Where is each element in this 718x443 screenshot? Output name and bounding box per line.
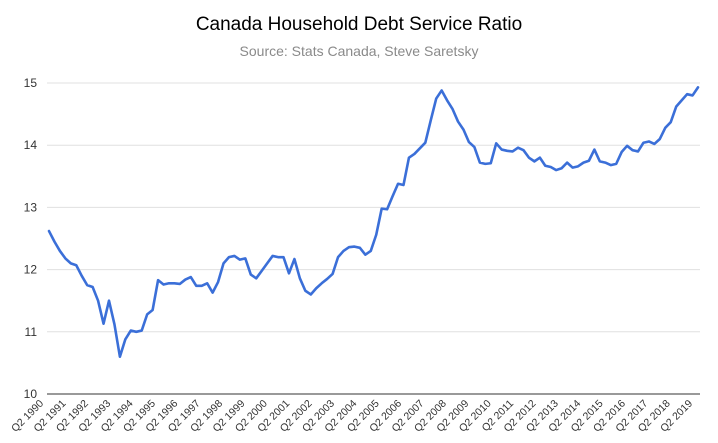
y-tick-label: 10	[24, 387, 38, 401]
y-tick-label: 11	[25, 325, 38, 339]
y-tick-label: 14	[24, 138, 38, 152]
series-line	[47, 86, 700, 358]
chart-title: Canada Household Debt Service Ratio	[195, 14, 523, 35]
y-tick-label: 13	[24, 200, 38, 214]
y-tick-label: 12	[24, 263, 38, 277]
chart-subtitle: Source: Stats Canada, Steve Saretsky	[239, 43, 479, 59]
y-tick-label: 15	[24, 76, 38, 90]
